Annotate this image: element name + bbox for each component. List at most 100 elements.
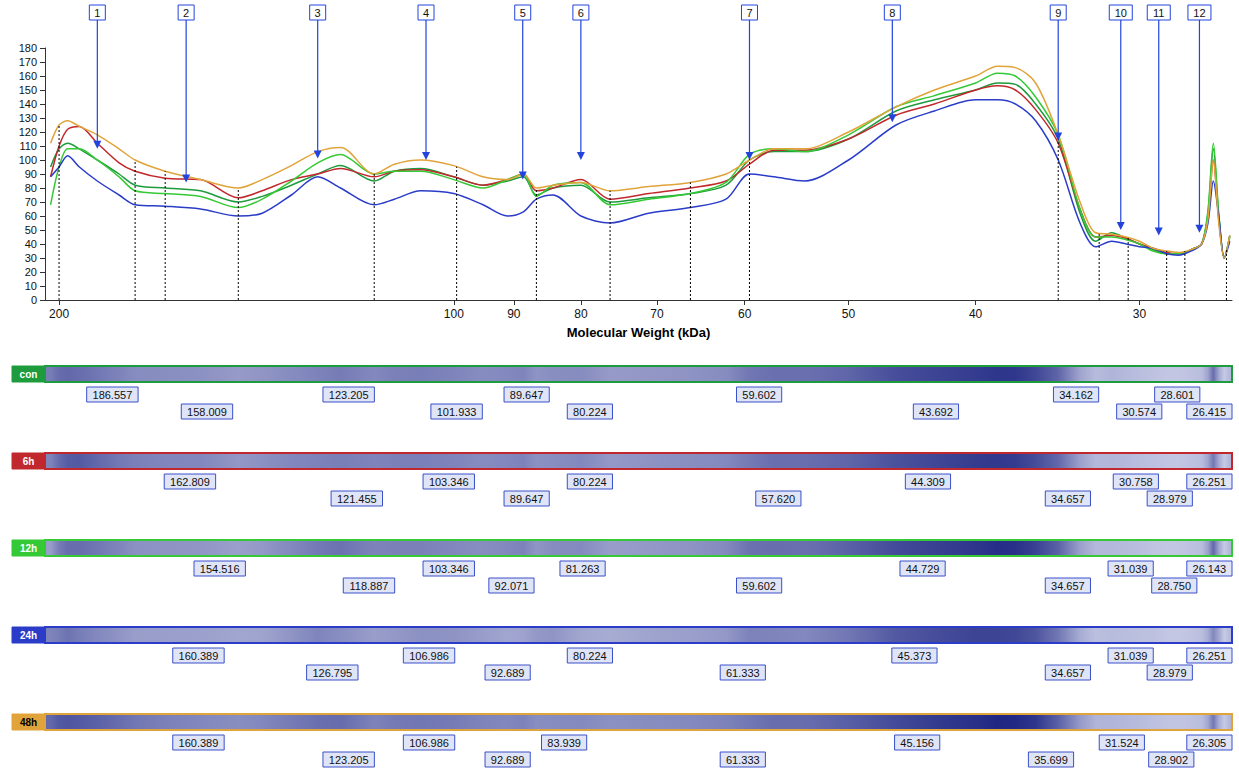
svg-text:60: 60 [738,307,752,321]
svg-text:170: 170 [19,56,37,68]
svg-text:92.689: 92.689 [491,754,525,766]
svg-text:28.902: 28.902 [1154,754,1188,766]
svg-text:140: 140 [19,98,37,110]
svg-text:8: 8 [889,7,895,19]
svg-text:121.455: 121.455 [337,493,377,505]
svg-text:9: 9 [1055,7,1061,19]
svg-text:34.657: 34.657 [1051,493,1085,505]
svg-text:12h: 12h [20,543,37,554]
svg-text:92.689: 92.689 [491,667,525,679]
svg-text:11: 11 [1153,7,1164,19]
svg-text:61.333: 61.333 [726,754,760,766]
svg-text:57.620: 57.620 [762,493,796,505]
svg-text:7: 7 [746,7,752,19]
svg-text:30: 30 [1133,307,1147,321]
svg-text:89.647: 89.647 [510,493,544,505]
svg-text:45.156: 45.156 [900,737,934,749]
svg-text:81.263: 81.263 [566,563,600,575]
svg-text:28.750: 28.750 [1157,580,1191,592]
svg-text:45.373: 45.373 [898,650,932,662]
svg-text:26.251: 26.251 [1193,650,1227,662]
svg-text:118.887: 118.887 [350,580,389,592]
svg-text:70: 70 [25,196,37,208]
svg-text:61.333: 61.333 [726,667,760,679]
svg-text:40: 40 [969,307,983,321]
svg-text:50: 50 [842,307,856,321]
svg-text:59.602: 59.602 [742,580,776,592]
svg-text:34.657: 34.657 [1051,667,1085,679]
svg-text:80.224: 80.224 [573,406,607,418]
svg-text:34.162: 34.162 [1059,389,1093,401]
svg-text:44.309: 44.309 [911,476,945,488]
svg-text:12: 12 [1193,7,1205,19]
svg-text:2: 2 [183,7,189,19]
svg-text:28.601: 28.601 [1160,389,1194,401]
svg-text:90: 90 [507,307,521,321]
svg-text:60: 60 [25,210,37,222]
svg-text:31.039: 31.039 [1114,563,1148,575]
svg-text:89.647: 89.647 [510,389,544,401]
svg-text:154.516: 154.516 [200,563,240,575]
svg-text:106.986: 106.986 [409,737,449,749]
svg-text:130: 130 [19,112,37,124]
svg-text:160: 160 [19,70,37,82]
svg-text:120: 120 [19,126,37,138]
svg-text:158.009: 158.009 [187,406,227,418]
svg-text:1: 1 [94,7,100,19]
svg-text:30: 30 [25,252,37,264]
svg-text:123.205: 123.205 [329,754,369,766]
svg-text:26.305: 26.305 [1193,737,1227,749]
svg-text:90: 90 [25,168,37,180]
svg-text:31.524: 31.524 [1105,737,1139,749]
svg-text:103.346: 103.346 [429,476,469,488]
svg-text:28.979: 28.979 [1153,667,1187,679]
svg-text:20: 20 [25,266,37,278]
svg-text:30.574: 30.574 [1122,406,1156,418]
svg-text:180: 180 [19,42,37,54]
svg-text:110: 110 [19,140,37,152]
svg-text:83.939: 83.939 [547,737,581,749]
svg-text:126.795: 126.795 [312,667,352,679]
svg-text:80: 80 [25,182,37,194]
svg-text:43.692: 43.692 [919,406,953,418]
svg-text:40: 40 [25,238,37,250]
svg-text:80.224: 80.224 [573,650,607,662]
svg-text:59.602: 59.602 [742,389,776,401]
svg-text:28.979: 28.979 [1153,493,1187,505]
svg-text:35.699: 35.699 [1034,754,1068,766]
svg-text:44.729: 44.729 [906,563,940,575]
svg-text:103.346: 103.346 [429,563,469,575]
svg-text:70: 70 [650,307,664,321]
svg-text:0: 0 [31,294,37,306]
svg-text:80: 80 [574,307,588,321]
svg-text:Molecular Weight (kDa): Molecular Weight (kDa) [567,325,711,340]
svg-text:24h: 24h [20,630,37,641]
svg-text:50: 50 [25,224,37,236]
svg-text:4: 4 [423,7,429,19]
svg-text:48h: 48h [20,717,37,728]
svg-text:150: 150 [19,84,37,96]
svg-text:3: 3 [315,7,321,19]
svg-text:6h: 6h [23,456,35,467]
svg-text:106.986: 106.986 [409,650,449,662]
svg-text:10: 10 [1115,7,1127,19]
svg-text:6: 6 [578,7,584,19]
svg-text:26.415: 26.415 [1193,406,1227,418]
svg-text:5: 5 [520,7,526,19]
svg-text:101.933: 101.933 [437,406,477,418]
svg-text:92.071: 92.071 [495,580,529,592]
svg-text:80.224: 80.224 [573,476,607,488]
svg-text:30.758: 30.758 [1119,476,1153,488]
svg-text:100: 100 [444,307,464,321]
svg-text:123.205: 123.205 [329,389,369,401]
svg-text:100: 100 [19,154,37,166]
svg-text:26.251: 26.251 [1193,476,1227,488]
svg-text:160.389: 160.389 [179,737,219,749]
svg-text:160.389: 160.389 [179,650,219,662]
svg-text:con: con [20,369,38,380]
svg-text:186.557: 186.557 [93,389,133,401]
svg-text:162.809: 162.809 [170,476,210,488]
svg-text:26.143: 26.143 [1193,563,1227,575]
svg-text:34.657: 34.657 [1051,580,1085,592]
svg-text:200: 200 [49,307,69,321]
